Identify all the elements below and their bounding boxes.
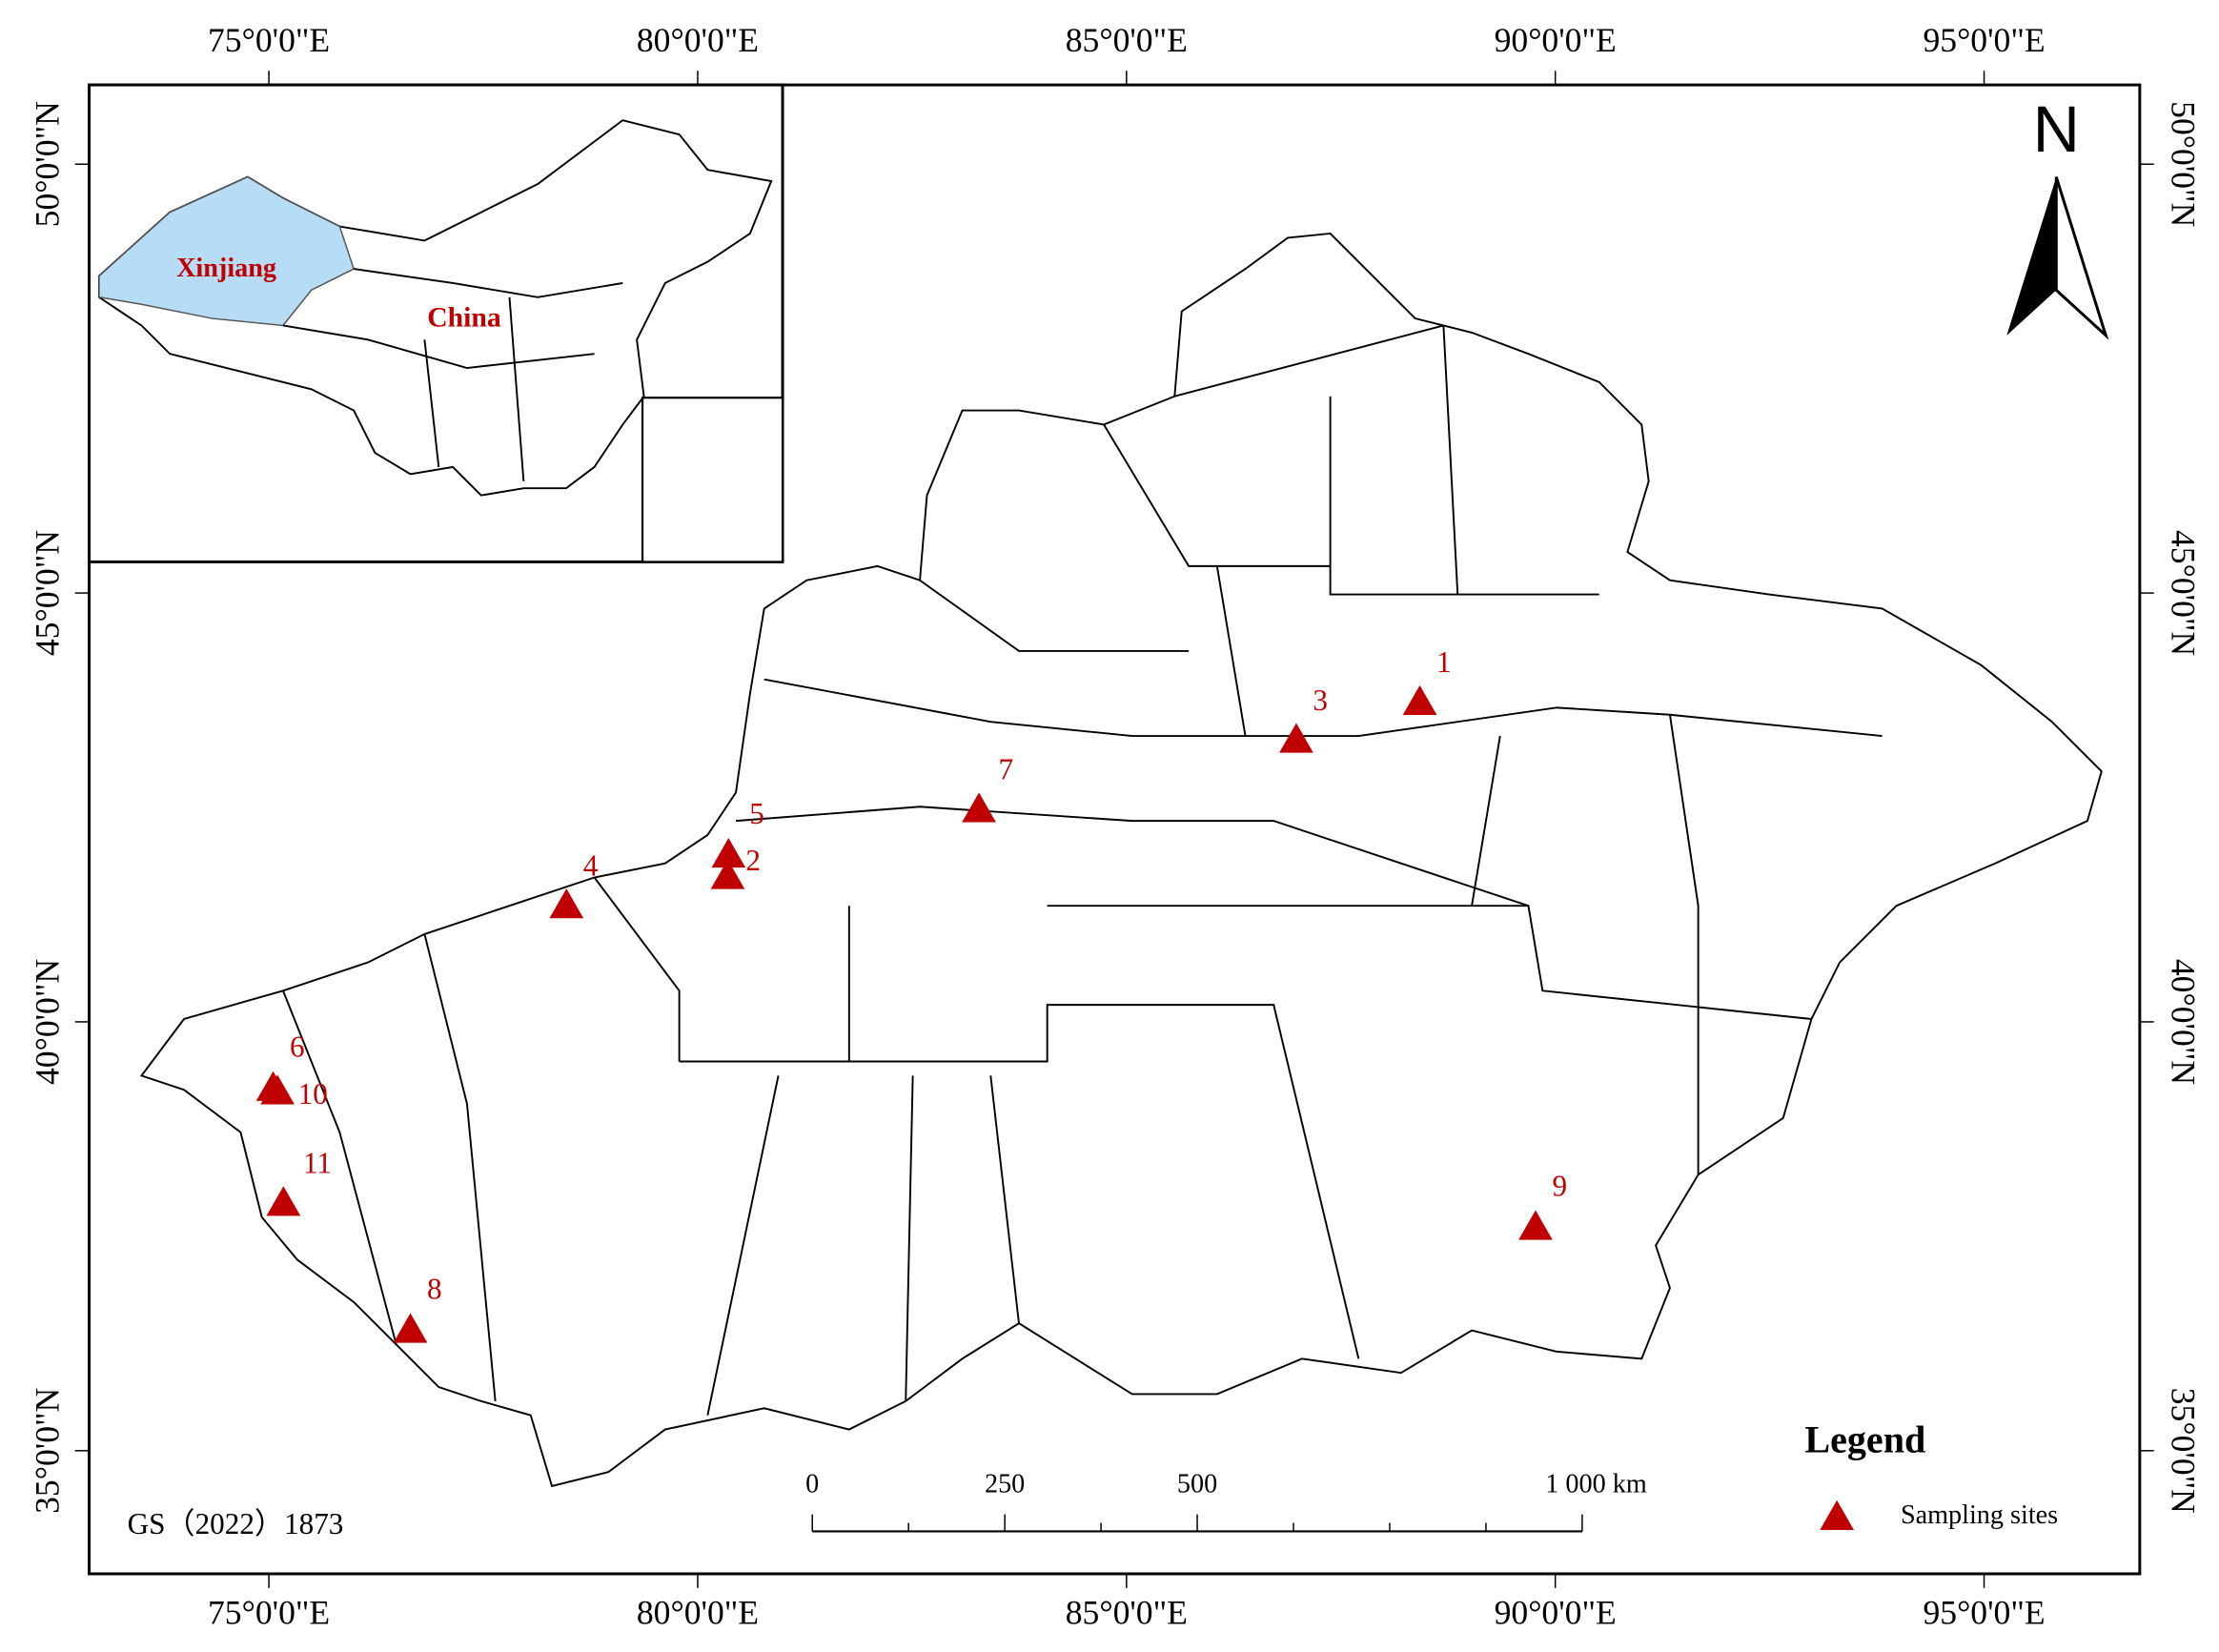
scale-label: 250 <box>985 1469 1025 1499</box>
lat-label-left: 40°0'0"N <box>29 959 67 1085</box>
lat-label-right: 40°0'0"N <box>2164 959 2202 1085</box>
site-label: 10 <box>298 1077 328 1111</box>
site-label: 8 <box>427 1272 442 1305</box>
site-label: 5 <box>749 797 764 830</box>
sampling-site <box>549 888 584 919</box>
inset-region-label: Xinjiang <box>176 254 276 283</box>
legend-title: Legend <box>1804 1418 1925 1461</box>
lat-label-right: 35°0'0"N <box>2164 1388 2202 1514</box>
scale-label: 1 000 km <box>1545 1469 1647 1499</box>
lat-label-left: 35°0'0"N <box>29 1388 67 1514</box>
sampling-site <box>1279 723 1313 753</box>
sampling-site <box>266 1186 301 1216</box>
north-label: N <box>2033 93 2080 166</box>
lon-label-bottom: 90°0'0"E <box>1495 1594 1617 1632</box>
site-label: 11 <box>303 1147 332 1180</box>
lat-label-right: 50°0'0"N <box>2164 101 2202 227</box>
site-label: 7 <box>998 753 1013 786</box>
china-outline <box>97 119 773 497</box>
site-label: 6 <box>290 1030 305 1064</box>
inset-south-sea-frame <box>641 397 784 563</box>
sampling-site <box>1402 684 1437 716</box>
site-label: 2 <box>745 844 761 877</box>
lon-label-top: 85°0'0"E <box>1066 21 1188 59</box>
lat-label-left: 45°0'0"N <box>29 530 67 656</box>
sampling-site <box>962 792 996 823</box>
site-label: 3 <box>1313 683 1328 717</box>
lat-label-left: 50°0'0"N <box>29 101 67 227</box>
legend-entry: Sampling sites <box>1901 1500 2058 1530</box>
approval-number: GS（2022）1873 <box>128 1507 344 1540</box>
site-label: 9 <box>1552 1169 1567 1202</box>
north-arrow-right <box>2054 176 2109 340</box>
lon-label-bottom: 75°0'0"E <box>208 1594 330 1632</box>
sampling-site <box>393 1313 428 1343</box>
county-boundaries <box>282 324 1883 1416</box>
inset-country-label: China <box>427 302 501 333</box>
scale-label: 500 <box>1177 1469 1217 1499</box>
sampling-site <box>710 859 745 889</box>
lon-label-top: 95°0'0"E <box>1923 21 2045 59</box>
lon-label-top: 90°0'0"E <box>1495 21 1617 59</box>
lon-label-bottom: 95°0'0"E <box>1923 1594 2045 1632</box>
scale-label: 0 <box>805 1469 819 1499</box>
lat-label-right: 45°0'0"N <box>2164 530 2202 656</box>
site-label: 4 <box>583 848 599 882</box>
inset-province-lines <box>282 268 623 481</box>
sampling-site <box>711 838 746 868</box>
lon-label-bottom: 85°0'0"E <box>1066 1594 1188 1632</box>
site-label: 1 <box>1436 645 1452 679</box>
legend-symbol <box>1820 1499 1854 1530</box>
lon-label-top: 75°0'0"E <box>208 21 330 59</box>
inset-xinjiang <box>98 175 356 327</box>
lon-label-top: 80°0'0"E <box>637 21 759 59</box>
sampling-site <box>1518 1210 1553 1240</box>
sampling-site <box>260 1074 295 1105</box>
xinjiang-outline <box>139 232 2103 1488</box>
lon-label-bottom: 80°0'0"E <box>637 1594 759 1632</box>
